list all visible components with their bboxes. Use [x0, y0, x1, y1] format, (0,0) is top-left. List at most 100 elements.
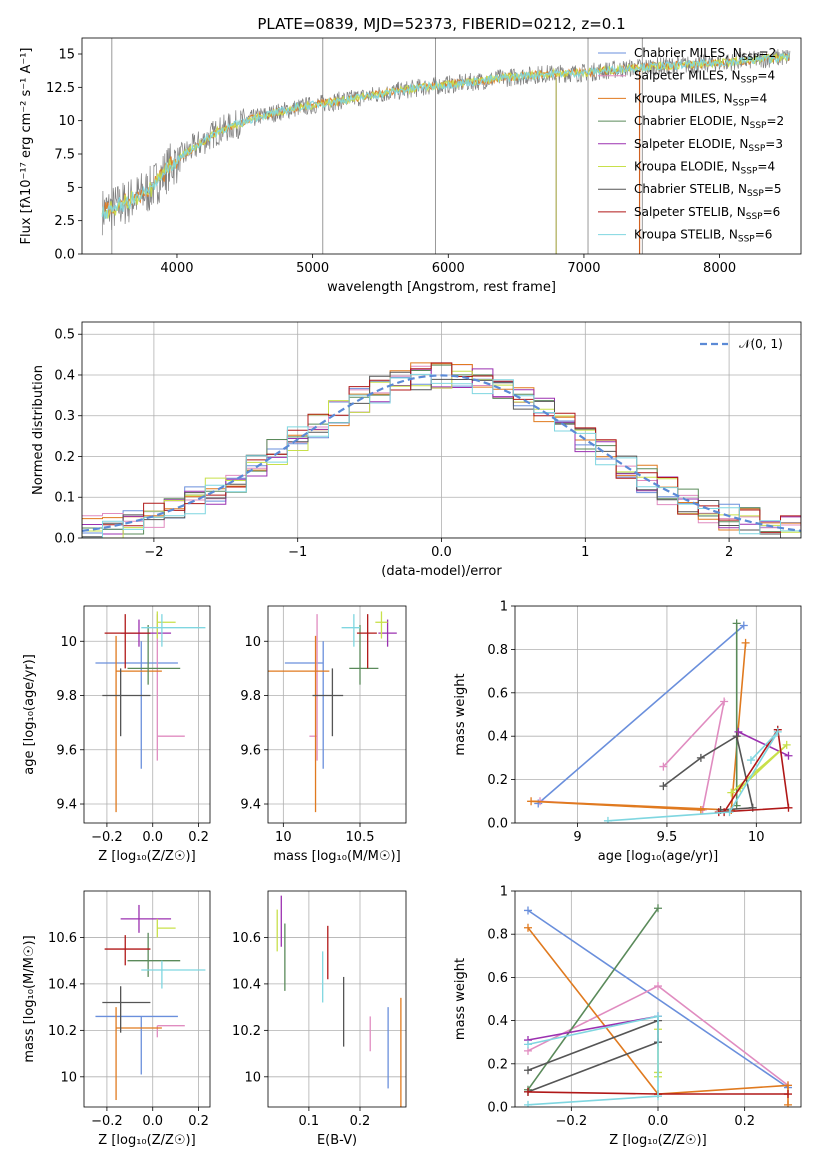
weight-marker: [659, 782, 668, 791]
panel-mass-ebv: 0.1 0.2 10 10.2 10.4 10.6 E(B-V): [232, 890, 407, 1148]
weight-line: [607, 731, 779, 822]
y-tick-label: 0.0: [54, 532, 75, 547]
x-tick-label: 10: [748, 830, 765, 845]
plot-area-age-z: [84, 606, 210, 823]
x-tick-label: 9.5: [657, 830, 678, 845]
weight-marker: [784, 751, 793, 760]
y-axis-label: mass weight: [453, 673, 468, 755]
weight-marker: [746, 756, 755, 765]
plot-area-age-mass: [268, 606, 406, 823]
y-tick-label: 2.5: [54, 214, 75, 229]
x-tick-label: 0.0: [648, 1114, 669, 1129]
y-tick-label: 7.5: [54, 148, 75, 163]
weight-marker: [784, 1100, 792, 1107]
y-tick-label: 0.0: [54, 248, 75, 263]
y-tick-label: 10.4: [232, 977, 261, 992]
weight-marker: [524, 906, 532, 915]
weight-marker: [527, 797, 536, 806]
panel-residuals: −2 −1 0.0 1 2 0.0 0.1 0.2 0.3 0.4 0.5 (data-model)/…: [31, 321, 802, 579]
weight-line: [662, 734, 754, 811]
weight-marker: [654, 1092, 662, 1101]
x-tick-label: 0.2: [188, 1114, 209, 1129]
legend-label: Kroupa MILES, NSSP=4: [634, 91, 767, 108]
x-tick-label: 0.2: [734, 1114, 755, 1129]
legend: Chabrier MILES, NSSP=2 Salpeter MILES, NS…: [598, 46, 784, 245]
y-tick-label: 0.3: [54, 409, 75, 424]
y-tick-label: 9.8: [240, 689, 261, 704]
residual-histogram: [82, 368, 801, 538]
legend-label: 𝒩(0, 1): [739, 337, 783, 351]
x-tick-label: 5000: [296, 261, 329, 276]
axes-frame: [83, 605, 211, 824]
normal-reference-curve: [82, 374, 801, 532]
y-tick-label: 0.0: [487, 1101, 508, 1116]
weight-marker: [696, 805, 705, 814]
y-tick-label: 10: [244, 635, 261, 650]
weight-marker: [524, 1040, 532, 1049]
x-tick-label: −0.2: [91, 830, 123, 845]
x-tick-label: 7000: [567, 261, 600, 276]
weight-marker: [741, 638, 750, 647]
x-axis-label: wavelength [Angstrom, rest frame]: [327, 280, 556, 295]
plot-area-residuals: [82, 322, 801, 538]
x-tick-label: 2: [725, 545, 733, 560]
weight-marker: [524, 1087, 532, 1096]
model-fit-line: [101, 52, 790, 220]
y-tick-label: 1: [500, 885, 508, 900]
chart-title: PLATE=0839, MJD=52373, FIBERID=0212, z=0…: [257, 15, 625, 33]
y-tick-label: 10.6: [48, 931, 77, 946]
x-axis-label: mass [log₁₀(M/M☉)]: [273, 849, 400, 864]
x-tick-label: −2: [144, 545, 163, 560]
weight-marker: [654, 1012, 662, 1021]
y-tick-label: 12.5: [46, 81, 75, 96]
y-tick-label: 10: [60, 1070, 77, 1085]
x-tick-label: 8000: [703, 261, 736, 276]
y-tick-label: 9.6: [240, 743, 261, 758]
y-tick-label: 9.6: [56, 743, 77, 758]
weight-marker: [732, 732, 741, 741]
legend-label: Salpeter ELODIE, NSSP=3: [634, 137, 783, 154]
y-axis-label: Normed distribution: [31, 365, 46, 495]
weight-marker: [773, 727, 782, 736]
axes-frame: [267, 605, 407, 824]
x-tick-label: 0.1: [299, 1114, 320, 1129]
y-tick-label: 0.0: [487, 817, 508, 832]
y-tick-label: 5: [67, 181, 75, 196]
x-axis-label: E(B-V): [317, 1133, 357, 1148]
weight-marker: [739, 621, 748, 630]
y-tick-label: 10: [60, 635, 77, 650]
weight-marker: [524, 1066, 532, 1075]
weight-marker: [524, 1100, 532, 1107]
y-tick-label: 0.2: [487, 773, 508, 788]
x-tick-label: 1: [581, 545, 589, 560]
legend-label: Kroupa ELODIE, NSSP=4: [634, 160, 775, 177]
weight-line: [718, 727, 790, 813]
y-tick-label: 10.6: [232, 931, 261, 946]
x-axis-label: (data-model)/error: [381, 564, 502, 579]
plot-area-mass-z: [84, 891, 210, 1107]
weight-marker: [732, 619, 741, 628]
weight-marker: [784, 1090, 792, 1099]
y-axis-label: mass [log₁₀(M/M☉)]: [22, 935, 37, 1062]
legend-label: Salpeter MILES, NSSP=4: [634, 69, 775, 86]
plot-area-weight-z: [515, 891, 801, 1107]
weight-line: [527, 907, 659, 1091]
legend-label: Kroupa STELIB, NSSP=6: [634, 228, 772, 245]
legend-label: Chabrier MILES, NSSP=2: [634, 46, 776, 63]
x-tick-label: −0.2: [556, 1114, 588, 1129]
axes-frame: [81, 37, 802, 255]
weight-marker: [784, 1081, 792, 1090]
weight-marker: [524, 923, 532, 932]
axes-frame: [267, 890, 407, 1108]
weight-line: [539, 698, 726, 811]
y-tick-label: 0.2: [54, 450, 75, 465]
x-tick-label: 0.0: [142, 1114, 163, 1129]
x-tick-label: −0.2: [91, 1114, 123, 1129]
x-axis-label: Z [log₁₀(Z/Z☉)]: [98, 1133, 195, 1148]
weight-marker: [603, 816, 612, 823]
weight-marker: [720, 697, 729, 706]
panel-spectrum: 4000 5000 6000 7000 8000 0.0 2.5 5 7.5 10 12.5 15 wa…: [19, 15, 802, 295]
weight-marker: [654, 982, 662, 991]
x-axis-label: age [log₁₀(age/yr)]: [598, 849, 719, 864]
